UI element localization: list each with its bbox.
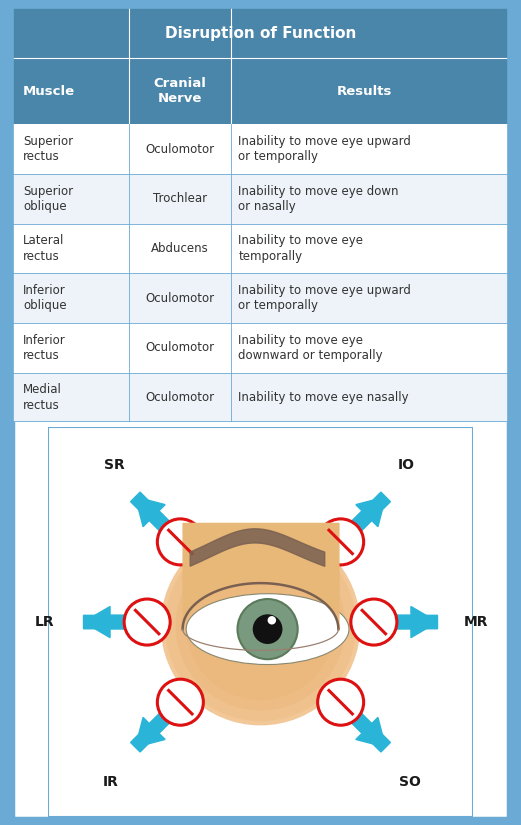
FancyArrow shape — [83, 606, 193, 638]
FancyBboxPatch shape — [13, 8, 508, 818]
Circle shape — [253, 615, 282, 644]
Text: Inability to move eye
temporally: Inability to move eye temporally — [238, 234, 363, 262]
FancyArrow shape — [303, 665, 386, 747]
Text: Superior
oblique: Superior oblique — [23, 185, 73, 213]
Text: SO: SO — [399, 776, 421, 790]
Text: Superior
rectus: Superior rectus — [23, 134, 73, 163]
FancyArrow shape — [328, 606, 438, 638]
FancyArrow shape — [303, 497, 386, 579]
FancyArrow shape — [83, 606, 193, 638]
Ellipse shape — [186, 551, 335, 700]
Text: IR: IR — [103, 776, 119, 790]
Text: Disruption of Function: Disruption of Function — [165, 26, 356, 40]
FancyArrow shape — [308, 670, 390, 752]
FancyArrow shape — [131, 493, 213, 574]
Text: Inability to move eye nasally: Inability to move eye nasally — [238, 391, 409, 404]
Circle shape — [238, 599, 297, 659]
Bar — [13, 373, 508, 422]
Ellipse shape — [176, 540, 345, 710]
Text: Oculomotor: Oculomotor — [145, 292, 214, 304]
FancyArrow shape — [135, 497, 218, 579]
Text: SR: SR — [104, 458, 125, 472]
Text: Oculomotor: Oculomotor — [145, 143, 214, 156]
Bar — [13, 174, 508, 224]
Bar — [13, 273, 508, 323]
Circle shape — [318, 519, 364, 565]
Text: Lateral
rectus: Lateral rectus — [23, 234, 64, 262]
Circle shape — [124, 599, 170, 645]
Circle shape — [268, 616, 276, 625]
Text: Inferior
oblique: Inferior oblique — [23, 284, 67, 313]
Bar — [13, 323, 508, 373]
Text: MR: MR — [464, 615, 489, 629]
Text: Inability to move eye down
or nasally: Inability to move eye down or nasally — [238, 185, 399, 213]
Text: Inferior
rectus: Inferior rectus — [23, 333, 66, 362]
Text: IO: IO — [398, 458, 415, 472]
Text: Inability to move eye upward
or temporally: Inability to move eye upward or temporal… — [238, 134, 411, 163]
FancyArrow shape — [135, 665, 218, 747]
Bar — [13, 224, 508, 273]
Text: Oculomotor: Oculomotor — [145, 391, 214, 404]
Bar — [13, 58, 508, 125]
Bar — [13, 125, 508, 174]
Text: Trochlear: Trochlear — [153, 192, 207, 205]
FancyArrow shape — [131, 670, 213, 752]
Ellipse shape — [162, 526, 359, 724]
Text: Oculomotor: Oculomotor — [145, 342, 214, 355]
Text: Abducens: Abducens — [151, 242, 209, 255]
Text: Inability to move eye upward
or temporally: Inability to move eye upward or temporal… — [238, 284, 411, 313]
Text: Inability to move eye
downward or temporally: Inability to move eye downward or tempor… — [238, 333, 383, 362]
Text: Muscle: Muscle — [23, 85, 75, 97]
FancyArrow shape — [308, 493, 390, 574]
Circle shape — [318, 679, 364, 725]
Circle shape — [157, 519, 203, 565]
Bar — [13, 8, 508, 58]
Text: LR: LR — [35, 615, 54, 629]
Circle shape — [157, 679, 203, 725]
Text: Medial
rectus: Medial rectus — [23, 384, 62, 412]
Text: Cranial
Nerve: Cranial Nerve — [153, 77, 206, 105]
Circle shape — [351, 599, 397, 645]
Ellipse shape — [186, 594, 349, 664]
FancyArrow shape — [328, 606, 438, 638]
Ellipse shape — [165, 530, 356, 721]
Text: Results: Results — [337, 85, 392, 97]
